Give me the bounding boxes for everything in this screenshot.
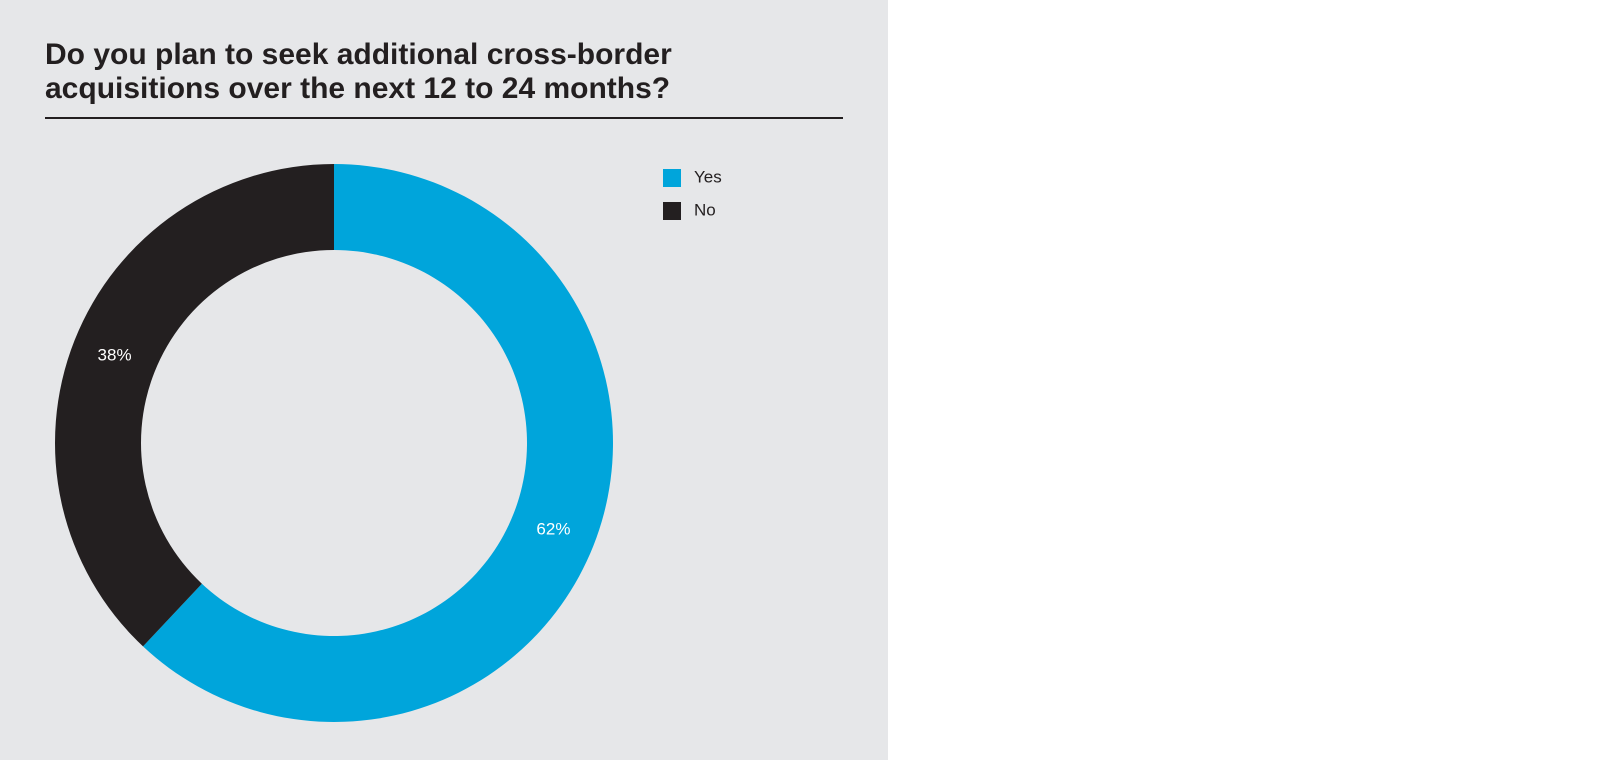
value-label: 62% (536, 519, 570, 538)
donut-slice (143, 164, 613, 722)
donut-slice (54, 164, 334, 647)
legend-label: Yes (694, 167, 722, 186)
legend-swatch (663, 202, 681, 220)
value-label: 38% (98, 346, 132, 365)
chart-title: Do you plan to seek additional cross-bor… (45, 38, 672, 105)
title-rule (45, 117, 843, 119)
legend-label: No (694, 200, 716, 219)
chart: 62% 38% Yes No (54, 164, 722, 722)
legend-swatch (663, 169, 681, 187)
chart-panel: Do you plan to seek additional cross-bor… (0, 0, 888, 760)
